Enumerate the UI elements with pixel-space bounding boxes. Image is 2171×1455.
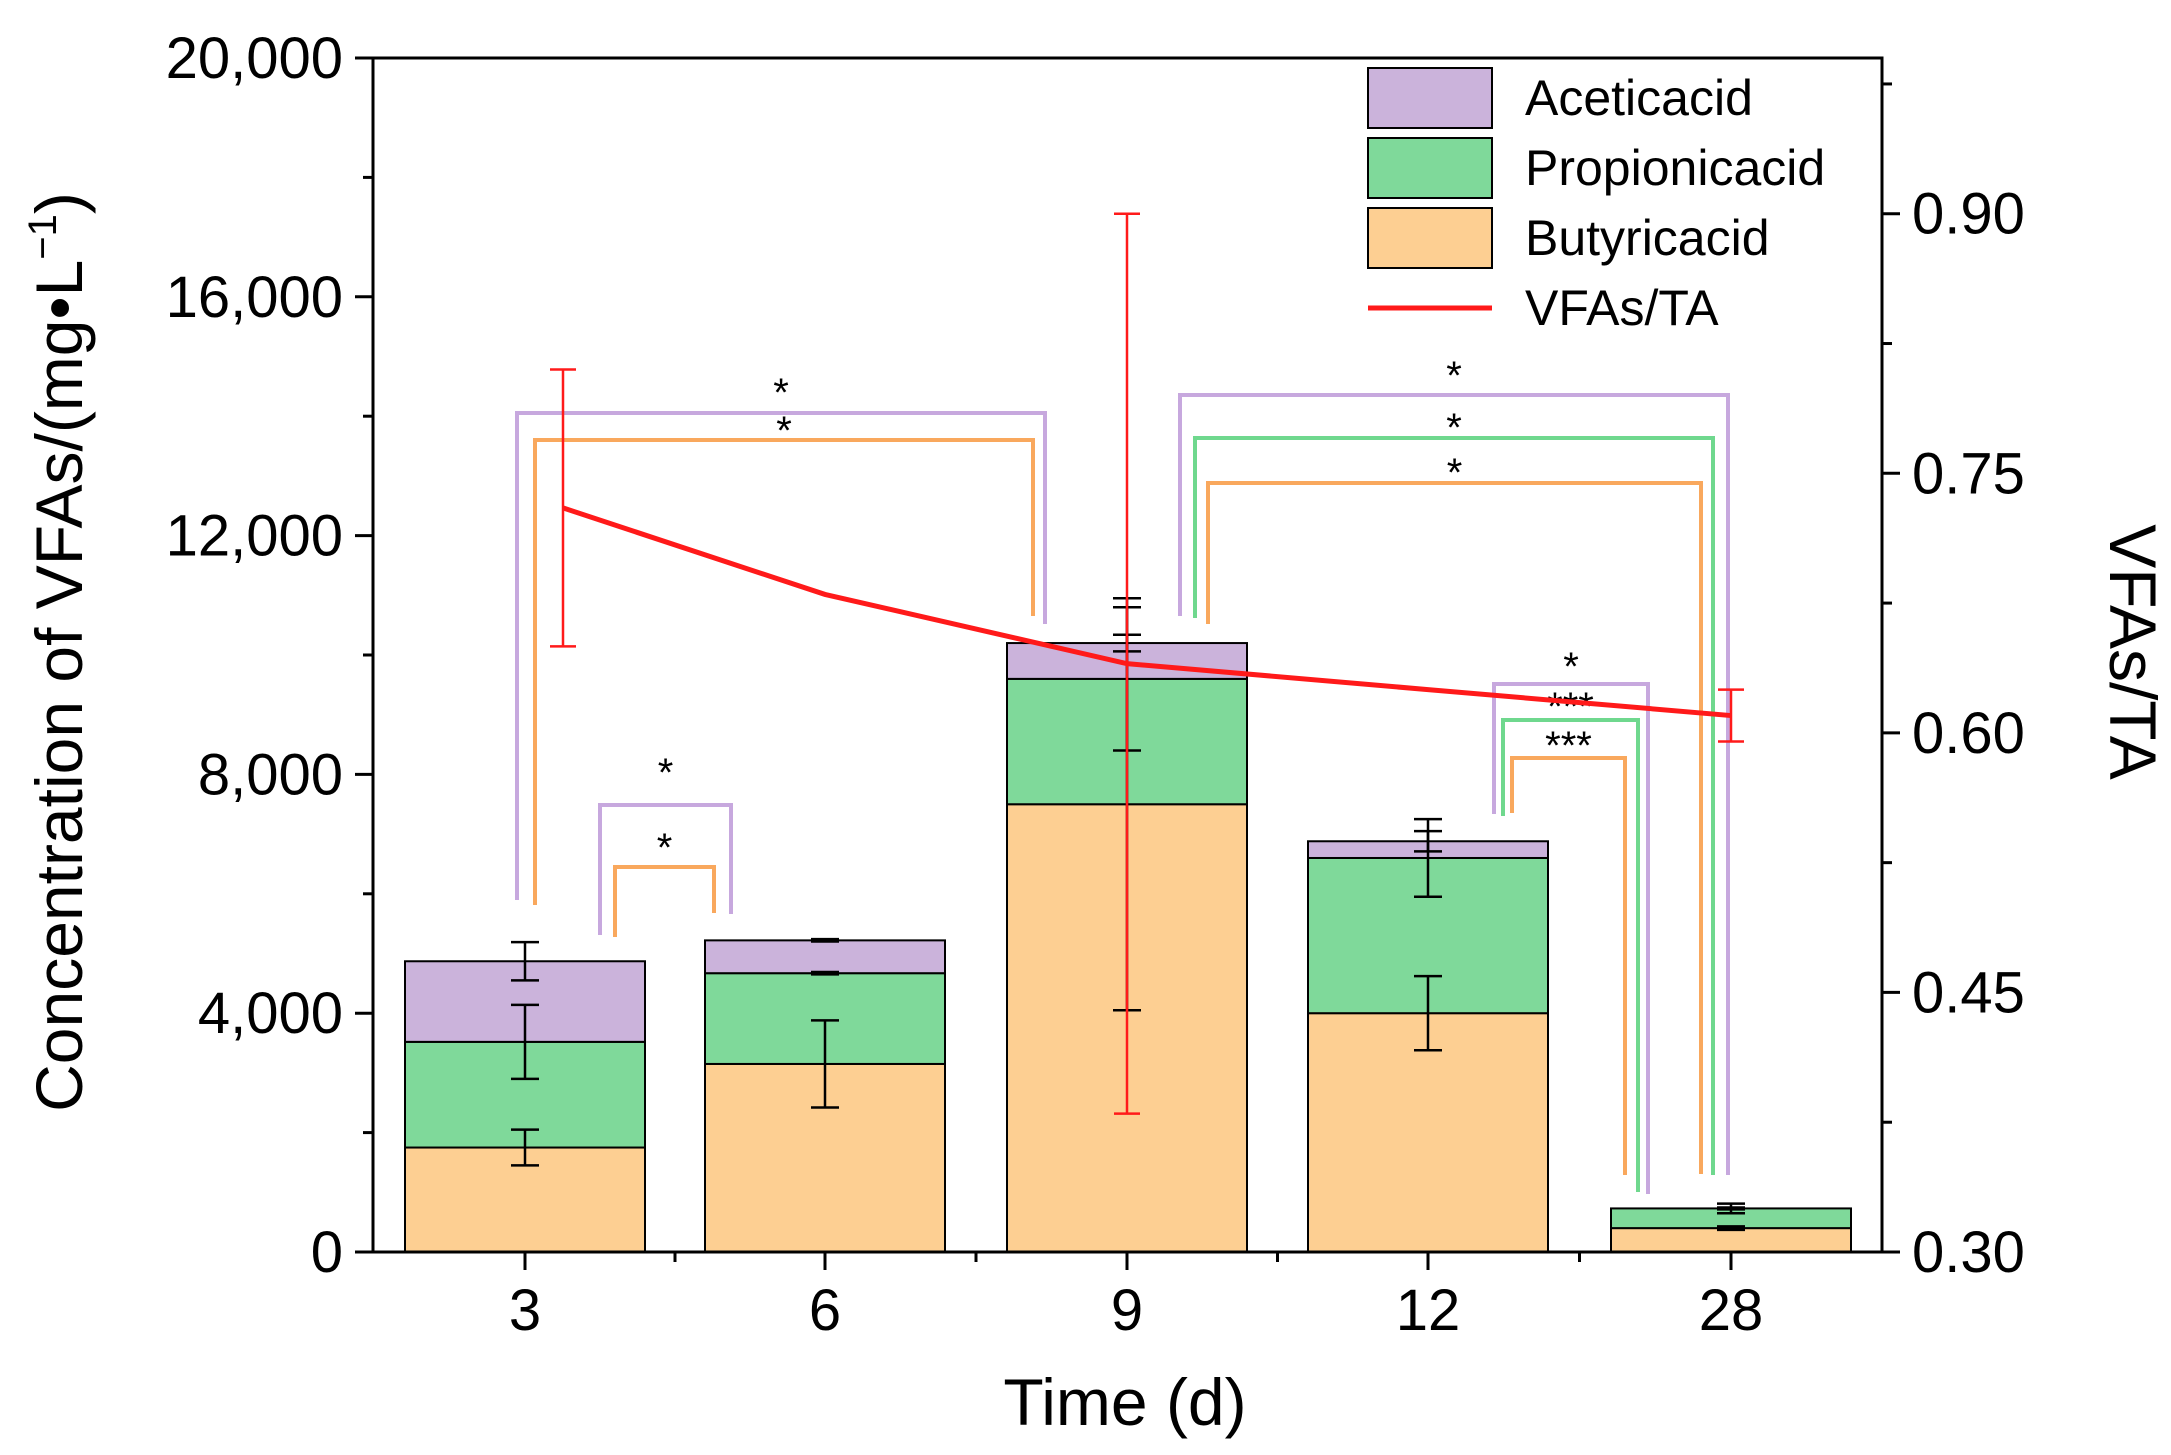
x-tick-label: 6 [809,1278,841,1343]
y2-tick-label: 0.45 [1912,960,2025,1025]
x-tick-label: 12 [1396,1278,1461,1343]
significance-bracket-9 [1510,756,1627,1175]
bar-butyricacid-12 [1307,1012,1549,1254]
y2-tick-label: 0.75 [1912,441,2025,506]
significance-label-5: * [1446,406,1462,450]
y-axis-title: Concentration of VFAs/(mg•L−1) [21,192,96,1112]
significance-label-6: * [1447,451,1463,495]
x-tick-label: 9 [1111,1278,1143,1343]
significance-bracket-8 [1501,718,1640,1192]
significance-layer: ************** [515,354,1730,1194]
legend-swatch-aceticacid [1367,67,1493,129]
bar-aceticacid-6 [704,939,946,975]
y-axis-title-main: Concentration of VFAs/(mg•L [22,260,96,1112]
significance-bracket-4 [1178,393,1730,1175]
significance-label-0: * [773,371,789,415]
significance-label-7: * [1563,645,1579,689]
significance-bracket-6 [1206,481,1703,1174]
axes-layer: 0 4,000 8,000 12,000 16,000 20,000 0.30 0.45 0.6… [166,26,2025,1343]
significance-bracket-1 [533,438,1035,905]
significance-label-8: *** [1547,685,1594,729]
y-tick-label: 4,000 [198,981,343,1046]
bars-layer [404,642,1852,1254]
right-axis-title: VFAs/TA [2096,524,2170,780]
x-tick-label: 3 [509,1278,541,1343]
y2-tick-label: 0.30 [1912,1220,2025,1285]
legend-label-butyricacid: Butyricacid [1525,210,1770,266]
significance-bracket-0 [515,411,1047,900]
y-tick-label: 16,000 [166,265,343,330]
y-tick-label: 0 [311,1220,343,1285]
significance-label-2: * [658,751,674,795]
y-axis-title-superscript: −1 [21,214,65,260]
significance-bracket-3 [613,865,716,937]
y-axis-title-close: ) [22,192,96,214]
significance-bracket-7 [1492,682,1650,1194]
significance-label-4: * [1446,354,1462,398]
significance-label-9: *** [1545,724,1592,768]
legend-label-vfas-ta: VFAs/TA [1525,280,1719,336]
significance-bracket-5 [1193,436,1715,1175]
legend-label-aceticacid: Aceticacid [1525,70,1753,126]
legend: Aceticacid Propionicacid Butyricacid VFAs/T… [1367,67,1825,336]
legend-swatch-butyricacid [1367,207,1493,269]
ratio-line-layer [550,212,1744,1115]
x-tick-label: 28 [1699,1278,1764,1343]
legend-label-propionicacid: Propionicacid [1525,140,1825,196]
y-tick-label: 20,000 [166,26,343,91]
y-tick-label: 8,000 [198,742,343,807]
significance-bracket-2 [598,803,733,935]
y2-tick-label: 0.60 [1912,701,2025,766]
y-tick-label: 12,000 [166,504,343,569]
x-axis-title: Time (d) [1003,1365,1246,1439]
significance-label-1: * [776,409,792,453]
y2-tick-label: 0.90 [1912,182,2025,247]
significance-label-3: * [657,826,673,870]
bar-butyricacid-28 [1610,1227,1852,1253]
legend-swatch-propionicacid [1367,137,1493,199]
